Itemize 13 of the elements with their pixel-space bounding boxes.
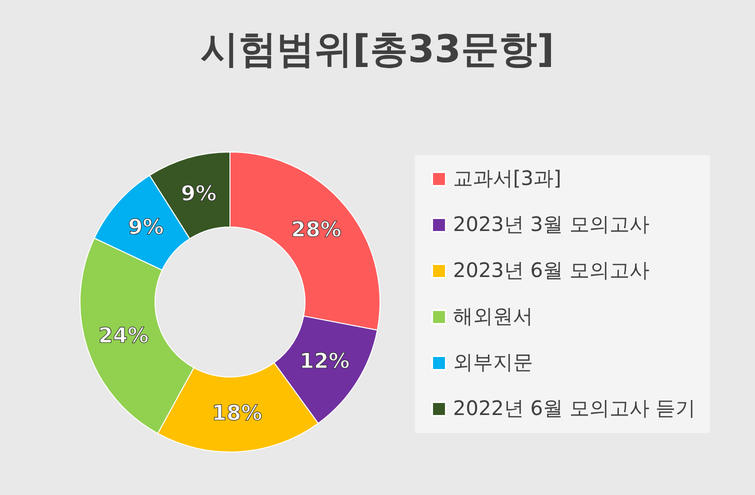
legend-label: 외부지문 (453, 350, 533, 374)
data-label: 24% (98, 324, 149, 348)
data-label: 9% (180, 181, 217, 206)
legend-label: 해외원서 (453, 304, 533, 328)
data-label: 12% (299, 349, 350, 374)
legend-label: 교과서[3과] (453, 166, 562, 190)
data-label: 28% (291, 218, 342, 242)
legend-label: 2023년 6월 모의고사 (453, 258, 650, 282)
data-label: 9% (128, 214, 164, 239)
data-label: 18% (212, 400, 262, 425)
legend-label: 2022년 6월 모의고사 듣기 (453, 396, 696, 420)
legend-label: 2023년 3월 모의고사 (453, 212, 650, 236)
chart-title: 시험범위[총33문항] (200, 27, 554, 71)
